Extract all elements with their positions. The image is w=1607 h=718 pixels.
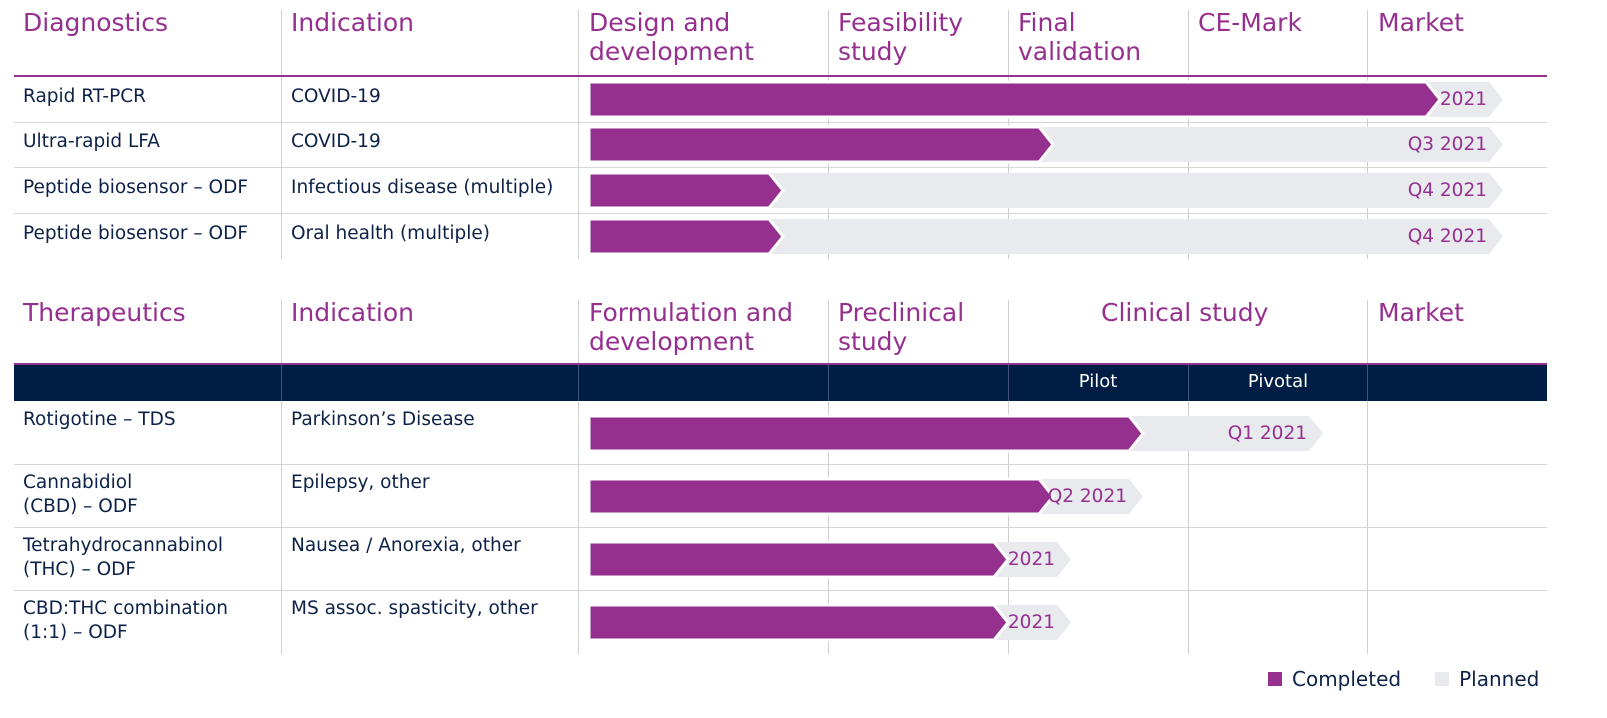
diagnostics-row-3-bar (587, 217, 1503, 256)
diagnostics-row-0-indication: COVID-19 (291, 86, 381, 107)
diagnostics-row-1-indication: COVID-19 (291, 131, 381, 152)
clinical-subheader-band (14, 365, 1547, 401)
therapeutics-row-3-bar-label: Q4 2021 (975, 611, 1055, 633)
legend-label-planned: Planned (1459, 667, 1540, 691)
diagnostics-row-2-bar-completed (587, 171, 785, 210)
therapeutics-row-3-bar-completed (587, 603, 1010, 642)
therapeutics-row-3-name: CBD:THC combination (1:1) – ODF (23, 598, 228, 643)
band-divider-5 (1367, 365, 1368, 401)
diagnostics-divider-1 (578, 10, 579, 259)
therapeutics-row-2-name: Tetrahydrocannabinol (THC) – ODF (23, 535, 224, 580)
therapeutics-row-1-bar-label: Q2 2021 (1047, 485, 1127, 507)
therapeutics-divider-2 (828, 300, 829, 654)
therapeutics-divider-1 (578, 300, 579, 654)
therapeutics-row-0-bar-completed (587, 414, 1145, 453)
diagnostics-row-1-bar (587, 125, 1503, 164)
legend: Completed Planned (1268, 667, 1540, 691)
band-divider-0 (281, 365, 282, 401)
diagnostics-row-2-bar-planned (589, 173, 1503, 208)
therapeutics-header-2: Formulation and development (589, 298, 793, 356)
therapeutics-row-2-indication: Nausea / Anorexia, other (291, 535, 521, 556)
diagnostics-row-separator-1 (14, 167, 1547, 168)
therapeutics-row-separator-0 (14, 464, 1547, 465)
legend-label-completed: Completed (1292, 667, 1402, 691)
diagnostics-header-2: Design and development (589, 8, 754, 66)
therapeutics-divider-0 (281, 300, 282, 654)
therapeutics-divider-pivotal (1188, 366, 1189, 654)
diagnostics-header-0: Diagnostics (23, 8, 169, 37)
therapeutics-header-4: Clinical study (1101, 298, 1269, 327)
therapeutics-row-2-bar-label: Q3 2021 (975, 548, 1055, 570)
diagnostics-row-separator-2 (14, 213, 1547, 214)
therapeutics-header-3: Preclinical study (838, 298, 965, 356)
diagnostics-header-rule (14, 75, 1547, 77)
therapeutics-row-0-name: Rotigotine – TDS (23, 409, 176, 430)
therapeutics-row-3-bar (587, 603, 1071, 642)
therapeutics-row-2-bar (587, 540, 1071, 579)
band-divider-2 (828, 365, 829, 401)
therapeutics-row-0-indication: Parkinson’s Disease (291, 409, 475, 430)
therapeutics-divider-4 (1367, 300, 1368, 654)
diagnostics-row-1-name: Ultra-rapid LFA (23, 131, 160, 152)
diagnostics-header-1: Indication (291, 8, 414, 37)
diagnostics-row-separator-0 (14, 122, 1547, 123)
diagnostics-divider-0 (281, 10, 282, 259)
diagnostics-row-2-bar (587, 171, 1503, 210)
diagnostics-row-1-bar-label: Q3 2021 (1407, 133, 1487, 155)
diagnostics-row-2-indication: Infectious disease (multiple) (291, 177, 554, 198)
band-divider-3 (1008, 365, 1009, 401)
diagnostics-row-0-bar (587, 80, 1503, 119)
therapeutics-header-rule (14, 363, 1547, 365)
therapeutics-row-2-bar-completed (587, 540, 1010, 579)
therapeutics-row-1-name: Cannabidiol (CBD) – ODF (23, 472, 138, 517)
therapeutics-row-1-bar-completed (587, 477, 1055, 516)
diagnostics-row-2-bar-label: Q4 2021 (1407, 179, 1487, 201)
legend-swatch-completed (1268, 672, 1282, 686)
diagnostics-row-3-bar-completed (587, 217, 785, 256)
clinical-subheader-pilot: Pilot (1078, 371, 1118, 392)
band-divider-1 (578, 365, 579, 401)
diagnostics-row-0-name: Rapid RT-PCR (23, 86, 147, 107)
therapeutics-header-1: Indication (291, 298, 414, 327)
therapeutics-divider-3 (1008, 300, 1009, 654)
diagnostics-header-5: CE-Mark (1198, 8, 1302, 37)
therapeutics-row-1-indication: Epilepsy, other (291, 472, 430, 493)
diagnostics-row-3-bar-planned (589, 219, 1503, 254)
legend-swatch-planned (1435, 672, 1450, 686)
diagnostics-row-2-name: Peptide biosensor – ODF (23, 177, 248, 198)
diagnostics-row-1-bar-completed (587, 125, 1055, 164)
diagnostics-header-6: Market (1378, 8, 1464, 37)
diagnostics-row-3-name: Peptide biosensor – ODF (23, 223, 248, 244)
therapeutics-row-0-bar (587, 414, 1323, 453)
diagnostics-header-3: Feasibility study (838, 8, 963, 66)
diagnostics-row-0-bar-completed (587, 80, 1442, 119)
diagnostics-row-3-bar-label: Q4 2021 (1407, 225, 1487, 247)
therapeutics-row-1-bar (587, 477, 1143, 516)
therapeutics-header-0: Therapeutics (23, 298, 186, 327)
therapeutics-row-3-indication: MS assoc. spasticity, other (291, 598, 538, 619)
therapeutics-row-separator-1 (14, 527, 1547, 528)
diagnostics-row-0-bar-label: Q2 2021 (1407, 88, 1487, 110)
therapeutics-header-5: Market (1378, 298, 1464, 327)
clinical-subheader-pivotal: Pivotal (1247, 371, 1309, 392)
band-divider-4 (1188, 365, 1189, 401)
therapeutics-row-0-bar-label: Q1 2021 (1227, 422, 1307, 444)
diagnostics-header-4: Final validation (1018, 8, 1142, 66)
diagnostics-row-3-indication: Oral health (multiple) (291, 223, 490, 244)
therapeutics-row-separator-2 (14, 590, 1547, 591)
